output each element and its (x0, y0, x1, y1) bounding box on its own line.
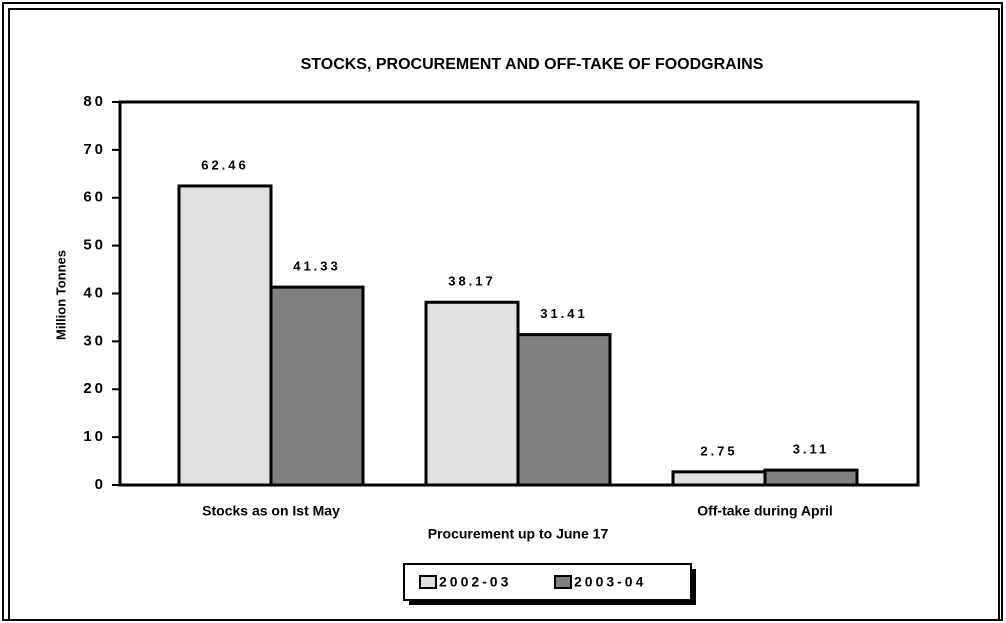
legend-swatch (554, 575, 572, 589)
bar (269, 285, 365, 487)
bar (671, 470, 767, 487)
value-label: 31.41 (540, 306, 588, 321)
y-axis-label: Million Tonnes (53, 250, 68, 340)
value-label: 62.46 (201, 157, 249, 172)
value-label: 38.17 (448, 274, 496, 289)
y-tick-label: 20 (83, 380, 106, 397)
bar (424, 300, 520, 487)
x-tick-label: Off-take during April (697, 503, 833, 519)
x-tick-label: Procurement up to June 17 (428, 526, 609, 542)
chart-title: STOCKS, PROCUREMENT AND OFF-TAKE OF FOOD… (301, 56, 764, 73)
y-tick-label: 30 (83, 332, 106, 349)
bar (516, 333, 612, 487)
inner-frame (8, 8, 1000, 621)
value-label: 41.33 (293, 259, 341, 274)
bar (177, 184, 273, 487)
x-tick-label: Stocks as on Ist May (202, 503, 340, 519)
legend-box (403, 563, 692, 601)
legend-label: 2002-03 (439, 574, 511, 590)
y-tick-label: 40 (83, 284, 106, 301)
y-tick-label: 0 (95, 476, 106, 493)
legend-swatch (419, 575, 437, 589)
y-tick-label: 60 (83, 189, 106, 206)
value-label: 2.75 (700, 443, 737, 458)
bar (763, 468, 859, 487)
y-tick-label: 10 (83, 428, 106, 445)
y-tick-label: 80 (83, 93, 106, 110)
y-tick-label: 50 (83, 237, 106, 254)
legend-label: 2003-04 (574, 574, 646, 590)
y-tick-label: 70 (83, 141, 106, 158)
value-label: 3.11 (793, 442, 830, 457)
